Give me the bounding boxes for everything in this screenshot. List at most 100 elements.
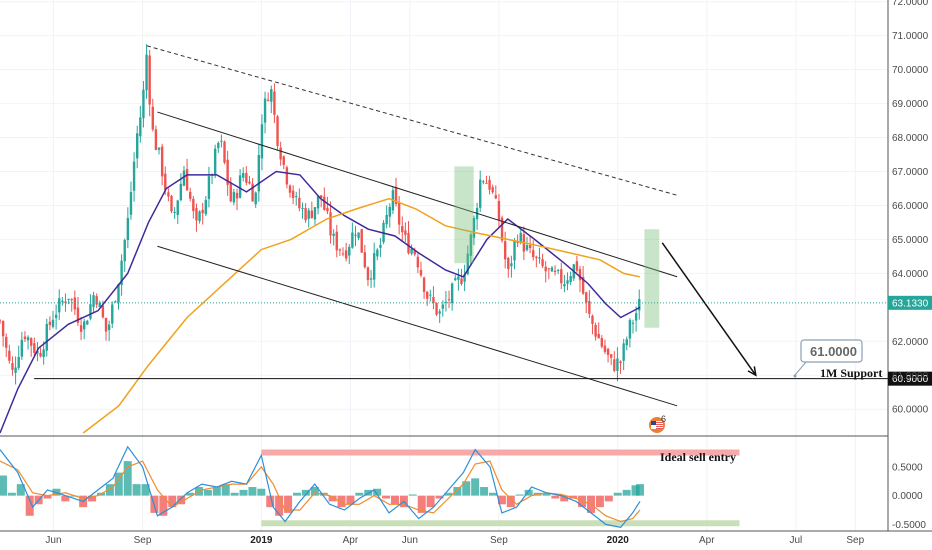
candle-body — [104, 317, 108, 332]
histogram-bar — [373, 488, 382, 496]
candle-body — [8, 350, 11, 361]
candle-body — [170, 195, 173, 212]
candle-body — [242, 173, 245, 178]
candle-body — [338, 249, 342, 251]
candle-body — [276, 116, 279, 146]
candle-body — [213, 148, 217, 175]
time-tick-label: 2019 — [250, 535, 273, 546]
candle-body — [192, 198, 195, 212]
support-price-tag — [888, 371, 932, 386]
annotations: 61.0000 1M Support Ideal sell entry 6 — [660, 344, 882, 464]
histogram-bar — [462, 481, 471, 496]
price-tick-label: 61.0000 — [892, 371, 929, 382]
candle-body — [366, 267, 370, 281]
candle-body — [479, 179, 482, 208]
histogram-bar — [604, 495, 613, 502]
candle-body — [257, 155, 261, 192]
candle-body — [111, 304, 114, 324]
histogram-bar — [390, 495, 399, 505]
candle-body — [563, 284, 566, 287]
histogram-bar — [435, 495, 444, 499]
histogram-bar — [444, 492, 453, 496]
histogram-bar — [16, 484, 25, 496]
price-axis: 63.1330 60.9000 72.0000 71.0000 70.0000 69.… — [888, 0, 932, 416]
ideal-sell-entry-label: Ideal sell entry — [660, 450, 736, 464]
histogram-bar — [7, 492, 16, 496]
histogram-bar — [542, 492, 551, 496]
candle-body — [223, 141, 226, 163]
candle-body — [157, 147, 161, 150]
candle-body — [326, 207, 329, 212]
histogram-bar — [497, 495, 506, 505]
candle-body — [491, 187, 494, 193]
candle-body — [401, 226, 404, 233]
candle-body — [454, 278, 457, 281]
histogram-bar — [560, 495, 569, 502]
candle-body — [560, 269, 563, 284]
candle-body — [616, 358, 619, 371]
candle-body — [254, 192, 257, 205]
time-tick-label: Sep — [134, 535, 152, 546]
candle-body — [238, 175, 242, 198]
histogram-bar — [257, 488, 266, 496]
candle-body — [11, 363, 14, 370]
projection-arrow — [661, 242, 757, 376]
candle-body — [319, 195, 323, 198]
candle-body — [503, 241, 507, 260]
candle-body — [466, 253, 469, 275]
candle-body — [54, 314, 58, 318]
candle-body — [581, 276, 585, 294]
price-tick-label: 64.0000 — [892, 269, 929, 280]
time-tick-label: Jun — [45, 535, 61, 546]
candle-body — [98, 302, 101, 308]
candle-body — [556, 270, 560, 272]
candle-body — [17, 356, 20, 368]
support-label: 1M Support — [820, 366, 882, 380]
candle-body — [45, 323, 48, 351]
candle-body — [344, 250, 348, 259]
candle-body — [310, 210, 314, 218]
candle-body — [575, 261, 579, 271]
histogram-bar — [203, 489, 212, 496]
arrow-head — [747, 366, 757, 377]
candle-body — [348, 246, 351, 256]
histogram-bar — [43, 495, 52, 499]
candle-body — [354, 234, 357, 236]
candle-body — [154, 129, 158, 150]
candle-body — [550, 267, 554, 272]
candle-body — [92, 295, 95, 308]
badge-count: 6 — [661, 414, 666, 424]
target-callout-box — [800, 339, 863, 363]
time-tick-label: Apr — [343, 535, 359, 546]
candle-body — [266, 99, 270, 101]
candle-body — [58, 298, 61, 313]
histogram-bar — [284, 495, 293, 513]
candle-body — [145, 54, 148, 91]
candle-body — [463, 274, 466, 282]
highlight-box — [454, 166, 474, 264]
histogram-bar — [248, 487, 257, 496]
candle-body — [0, 320, 2, 322]
candle-body — [413, 250, 416, 255]
candle-body — [295, 196, 298, 198]
histogram-bar — [88, 495, 97, 502]
price-tick-label: 66.0000 — [892, 201, 929, 212]
channel-lower-line — [157, 245, 678, 407]
candle-body — [335, 231, 338, 251]
candle-body — [185, 169, 189, 191]
time-tick-label: Jul — [790, 535, 803, 546]
candle-body — [313, 207, 317, 220]
time-tick-label: Apr — [699, 535, 715, 546]
candle-body — [416, 256, 420, 268]
candle-body — [182, 170, 186, 186]
candle-body — [360, 229, 363, 253]
histogram-bar — [266, 495, 275, 508]
price-tick-label: 69.0000 — [892, 99, 929, 110]
candle-body — [117, 284, 120, 303]
candle-body — [217, 142, 220, 149]
candle-body — [372, 253, 376, 280]
histogram-bar — [635, 484, 644, 496]
histogram-bar — [631, 485, 640, 496]
candle-body — [82, 321, 86, 330]
